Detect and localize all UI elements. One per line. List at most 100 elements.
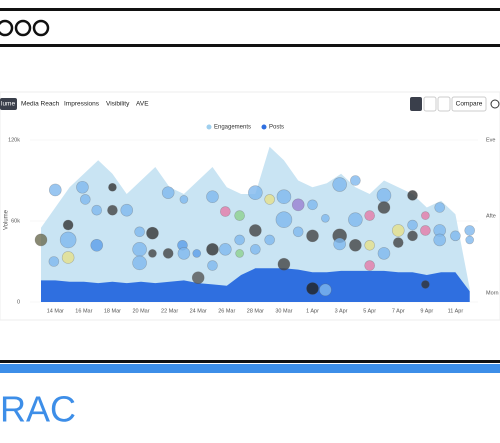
bubble: [206, 243, 219, 256]
bubble: [407, 230, 418, 242]
tab[interactable]: AVE: [136, 101, 149, 108]
bubble: [364, 240, 375, 251]
tab[interactable]: Visibility: [106, 101, 130, 108]
bubble: [407, 219, 418, 231]
bubble: [306, 282, 319, 295]
x-tick-label: 22 Mar: [161, 308, 178, 314]
bubble: [465, 235, 475, 245]
x-tick-label: 18 Mar: [104, 308, 121, 314]
y-axis-title: Volume: [4, 209, 10, 230]
bubble: [376, 188, 392, 203]
bubble: [433, 233, 446, 247]
info-icon[interactable]: [490, 99, 500, 109]
bubble: [364, 210, 375, 221]
x-tick-label: 3 Apr: [335, 308, 348, 314]
bubble: [34, 233, 48, 247]
bubble: [333, 237, 346, 251]
legend-label: Engagements: [214, 125, 251, 131]
top-border: [0, 8, 500, 11]
bubble: [91, 204, 103, 216]
bubble: [220, 206, 231, 217]
area: [41, 268, 470, 302]
bubble: [306, 229, 319, 243]
bubble: [464, 225, 476, 236]
bubble: [206, 190, 219, 203]
compare-button[interactable]: [451, 96, 487, 112]
bubble: [59, 231, 77, 249]
bubble: [392, 237, 404, 248]
bubble: [264, 194, 275, 205]
legend-label: Posts: [269, 125, 284, 131]
bubble: [48, 256, 60, 267]
blue-band: [0, 364, 500, 373]
bubble: [420, 225, 431, 236]
bubble: [192, 249, 202, 258]
bubble: [61, 251, 75, 264]
y-tick-label: 120k: [8, 137, 20, 143]
bubble: [277, 257, 291, 271]
x-tick-label: 1 Apr: [306, 308, 319, 314]
window-dots: [0, 19, 50, 37]
compare-label[interactable]: Compare: [456, 101, 483, 108]
bubble: [264, 234, 275, 246]
bubble: [191, 271, 205, 285]
bubble: [421, 280, 430, 289]
bubble: [134, 226, 145, 238]
x-tick-label: 26 Mar: [218, 308, 235, 314]
legend-swatch: [261, 124, 267, 130]
bubble: [207, 260, 218, 271]
x-tick-label: 11 Apr: [448, 308, 464, 314]
active-tab[interactable]: [0, 98, 17, 110]
footer-border: [0, 360, 500, 363]
bubble: [349, 239, 362, 252]
bubble: [148, 249, 157, 258]
x-tick-label: 16 Mar: [75, 308, 92, 314]
y-tick-label: 60k: [11, 218, 20, 224]
bubble: [177, 247, 191, 260]
bubble: [377, 201, 391, 214]
bar-view-button[interactable]: [410, 97, 422, 111]
tab[interactable]: lume: [1, 101, 15, 108]
bubble: [391, 224, 405, 237]
bubble: [319, 283, 332, 297]
bubble: [234, 234, 245, 246]
bubble: [350, 175, 361, 186]
tab[interactable]: Impressions: [64, 101, 100, 108]
bubble: [250, 244, 261, 255]
y-tick-label: 0: [17, 299, 20, 305]
bubble: [219, 243, 232, 256]
bubble: [332, 177, 347, 192]
line-view-button[interactable]: [423, 96, 437, 112]
x-tick-label: 5 Apr: [363, 308, 376, 314]
toggle-button[interactable]: [437, 96, 451, 112]
bubble: [364, 260, 375, 271]
area: [41, 146, 470, 302]
x-tick-label: 7 Apr: [392, 308, 405, 314]
bubble: [76, 180, 89, 194]
bubble: [248, 185, 263, 200]
bubble: [120, 203, 134, 217]
y2-label: Eve: [486, 137, 495, 143]
bubble: [276, 189, 292, 204]
dot: [14, 19, 32, 37]
bubble: [407, 190, 418, 201]
plot: 0 60k 120k 14 Mar 16 Mar 18 Mar 20 Mar 22 Mar 24…: [8, 124, 499, 314]
legend-swatch: [206, 124, 212, 130]
x-tick-label: 24 Mar: [190, 308, 207, 314]
bubble: [146, 226, 159, 240]
bubble: [348, 212, 363, 227]
bubble: [162, 248, 174, 259]
tab[interactable]: Media Reach: [21, 101, 60, 108]
bubble: [90, 239, 104, 252]
tabs: lume Media Reach Impressions Visibility …: [0, 98, 149, 110]
bubble: [107, 204, 118, 216]
x-tick-label: 20 Mar: [132, 308, 149, 314]
bubble: [132, 255, 147, 271]
bubble: [321, 214, 330, 223]
bubble: [291, 198, 305, 212]
bubble: [161, 186, 175, 199]
bubble: [62, 219, 74, 231]
brand: RAC: [0, 389, 76, 430]
bubble: [450, 230, 461, 242]
